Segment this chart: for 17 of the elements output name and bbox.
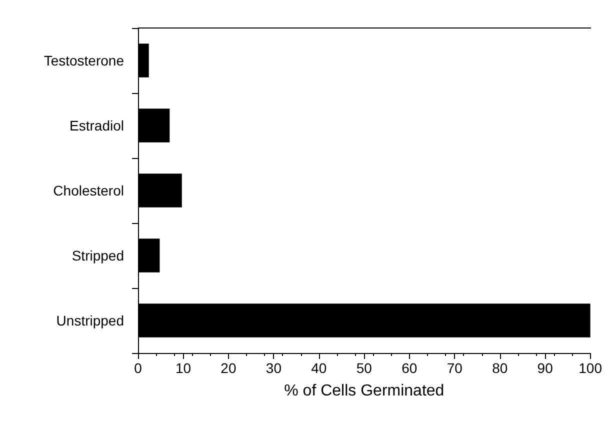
x-tick-label: 60 [402, 360, 418, 376]
x-tick-label: 50 [356, 360, 372, 376]
x-tick-label: 100 [578, 360, 602, 376]
y-tick-label: Testosterone [44, 52, 124, 68]
x-tick-label: 30 [266, 360, 282, 376]
y-tick-label: Estradiol [70, 118, 124, 134]
x-tick-label: 20 [220, 360, 236, 376]
y-tick-label: Stripped [72, 248, 124, 264]
x-tick-label: 70 [446, 360, 463, 376]
x-tick-label: 80 [492, 360, 508, 376]
x-tick-label: 10 [175, 360, 192, 376]
y-tick-label: Cholesterol [53, 182, 124, 198]
x-tick-label: 90 [537, 360, 554, 376]
x-axis-title: % of Cells Germinated [284, 382, 444, 400]
x-tick-label: 40 [311, 360, 327, 376]
x-tick-label: 0 [134, 360, 142, 376]
y-tick-label: Unstripped [56, 312, 124, 328]
